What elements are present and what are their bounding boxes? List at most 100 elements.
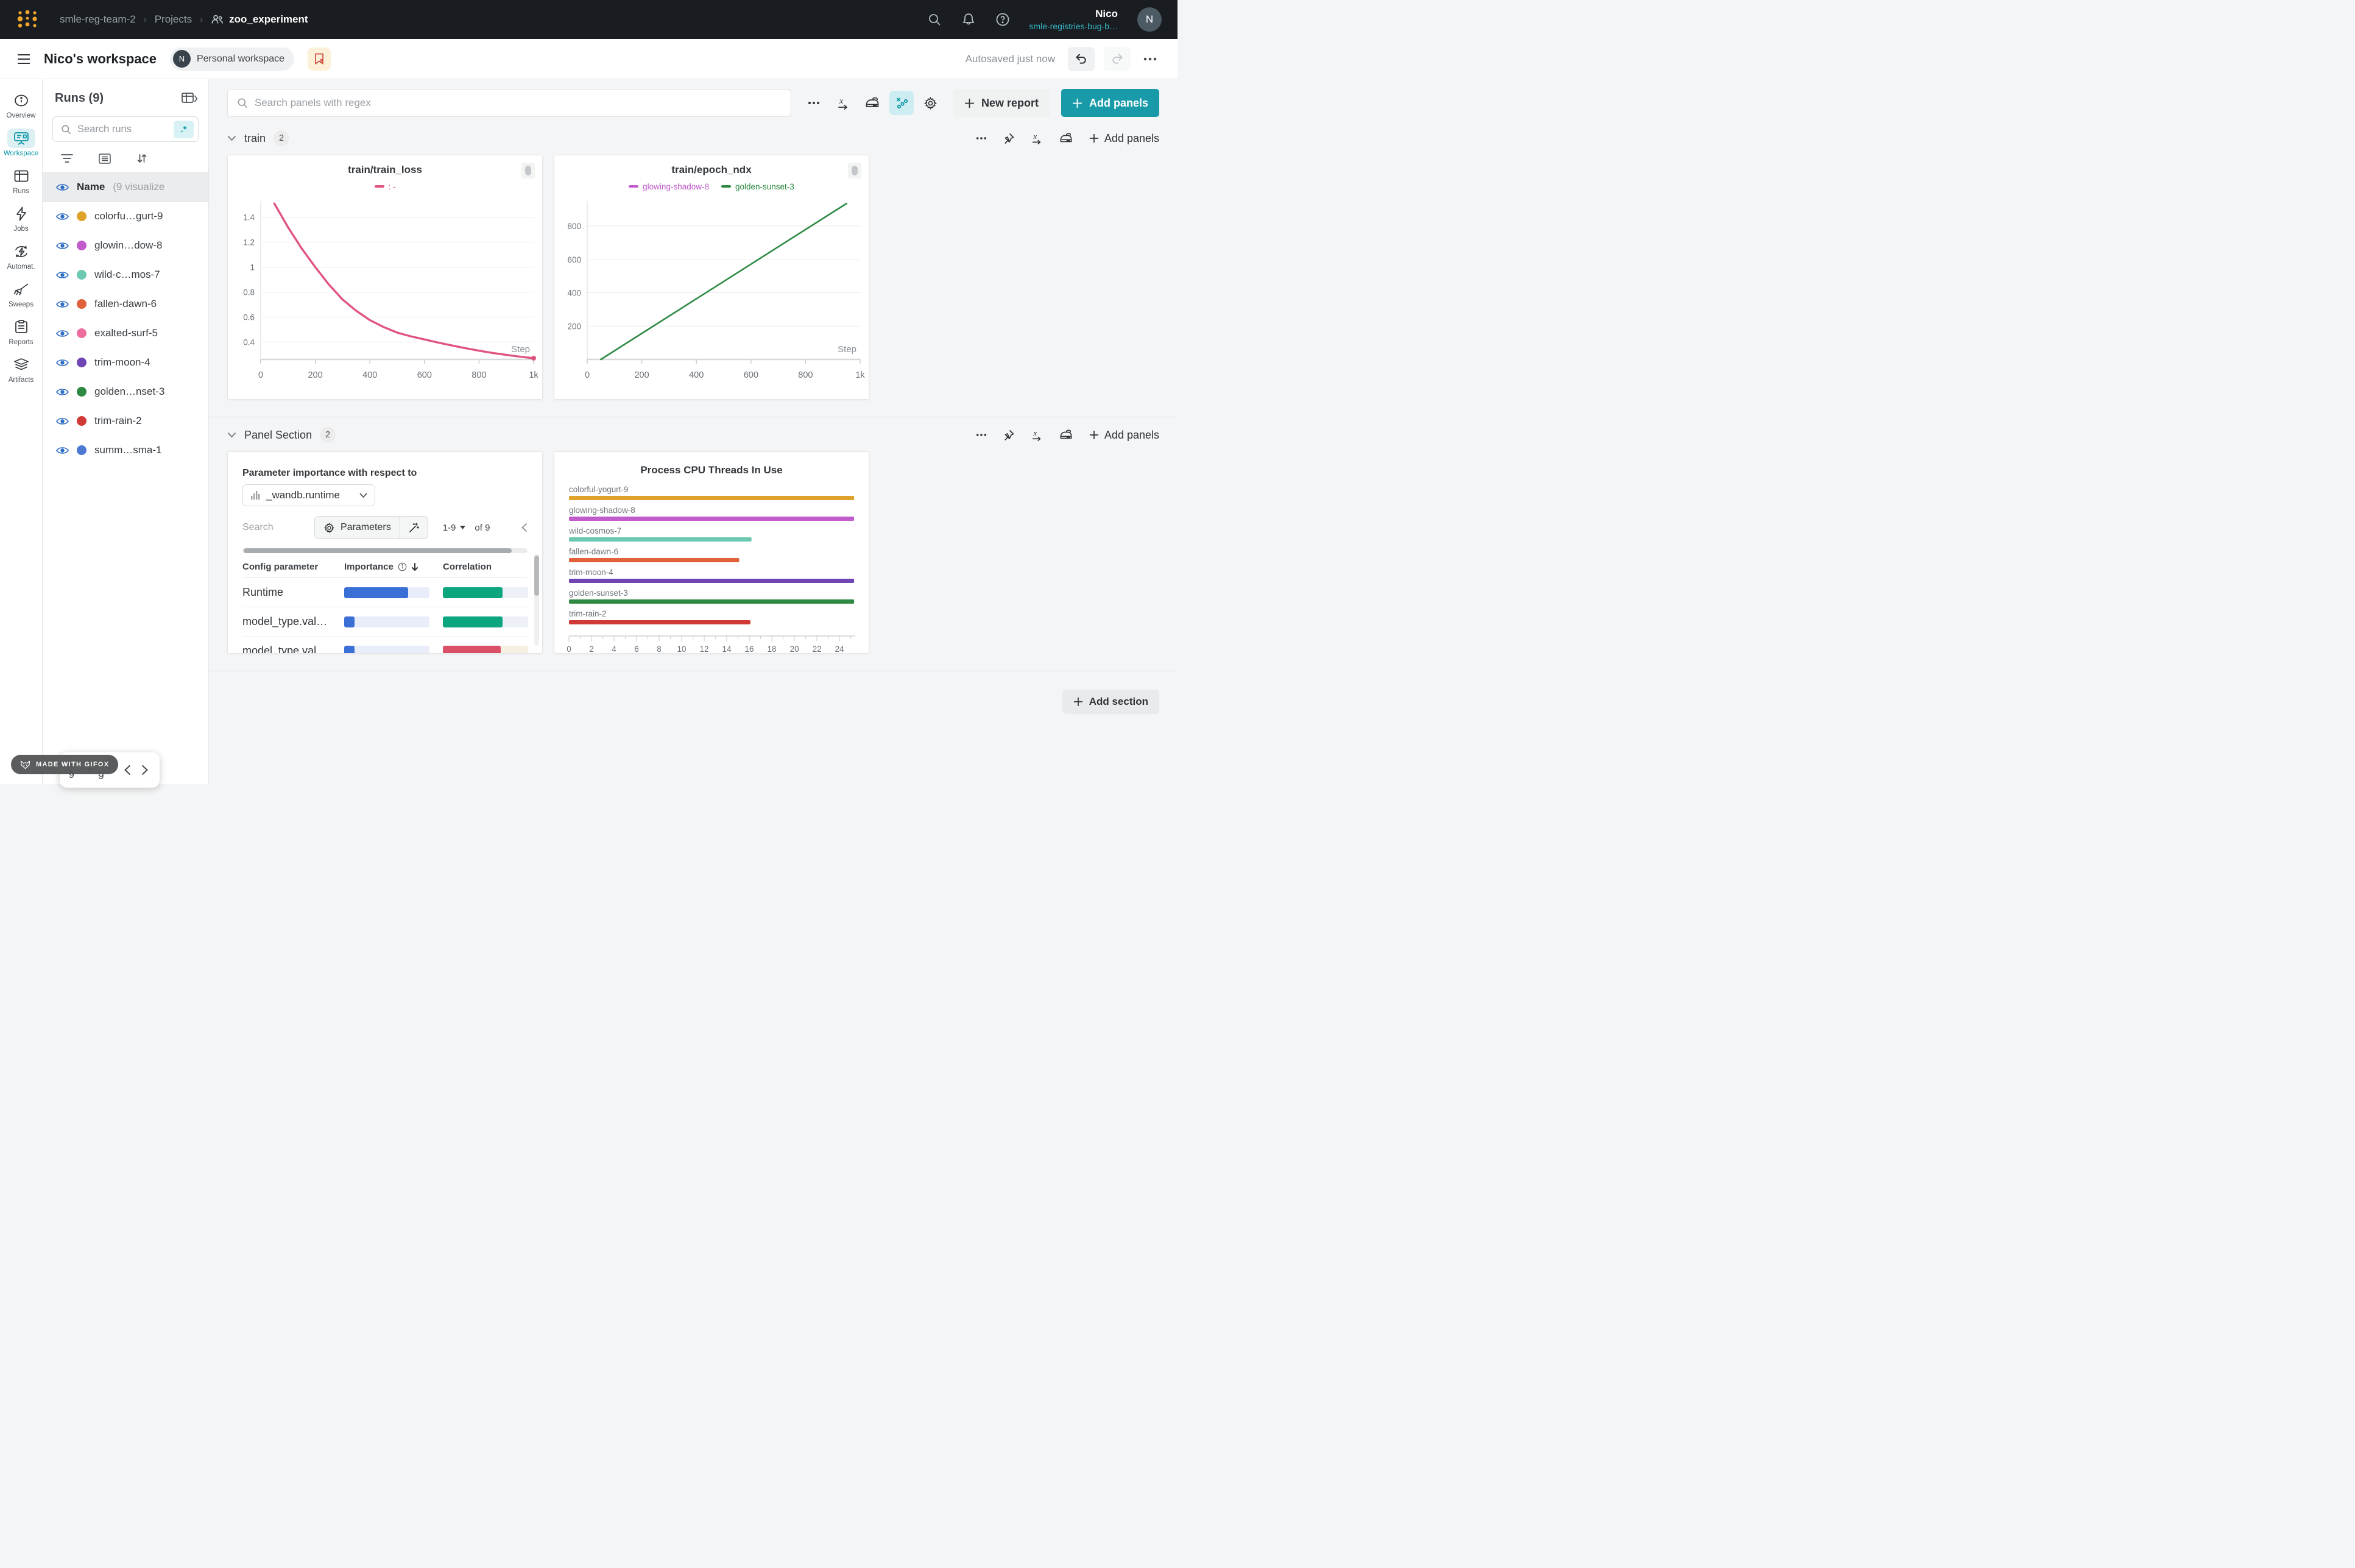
clear-saved-view-icon[interactable] <box>308 48 331 71</box>
sort-icon[interactable] <box>136 153 174 164</box>
run-list-item[interactable]: trim-rain-2 <box>43 406 208 436</box>
outliers-sampling-icon[interactable] <box>889 91 914 115</box>
legend-item[interactable]: : - <box>375 182 396 191</box>
sidebar-item-runs[interactable]: Runs <box>0 162 42 200</box>
section-more-icon[interactable] <box>976 433 987 437</box>
panel-epoch-ndx[interactable]: train/epoch_ndx glowing-shadow-8golden-s… <box>554 155 869 400</box>
section-smoothing-icon[interactable] <box>1059 132 1073 144</box>
section-pin-icon[interactable] <box>1003 133 1014 144</box>
add-section-button[interactable]: Add section <box>1062 690 1159 714</box>
visibility-eye-icon[interactable] <box>56 329 69 338</box>
sidebar-item-workspace[interactable]: Workspace <box>0 124 42 162</box>
chevron-down-icon[interactable] <box>227 432 236 438</box>
run-list-item[interactable]: fallen-dawn-6 <box>43 289 208 319</box>
notifications-bell-icon[interactable] <box>961 12 976 27</box>
prev-page-icon[interactable] <box>122 765 133 775</box>
panel-parameter-importance[interactable]: Parameter importance with respect to _wa… <box>227 451 543 654</box>
run-list-item[interactable]: trim-moon-4 <box>43 348 208 377</box>
sidebar-item-automat[interactable]: Automat. <box>0 238 42 275</box>
toolbar-more-icon[interactable] <box>802 91 826 115</box>
section-add-panels-button[interactable]: Add panels <box>1089 132 1159 145</box>
section-title[interactable]: train <box>244 132 266 145</box>
vertical-scrollbar-thumb[interactable] <box>534 556 539 596</box>
expand-runs-table-button[interactable] <box>182 92 197 105</box>
importance-table-row[interactable]: model_type.val… <box>242 607 528 637</box>
undo-button[interactable] <box>1068 47 1095 71</box>
col-correlation[interactable]: Correlation <box>443 562 528 572</box>
collapse-chevron-icon[interactable] <box>521 523 528 532</box>
x-axis-settings-icon[interactable]: x <box>831 91 855 115</box>
visibility-eye-icon[interactable] <box>56 270 69 280</box>
run-list-item[interactable]: exalted-surf-5 <box>43 319 208 348</box>
section-title[interactable]: Panel Section <box>244 429 312 442</box>
visibility-eye-icon[interactable] <box>56 241 69 250</box>
help-icon[interactable] <box>995 12 1010 27</box>
visibility-eye-icon[interactable] <box>56 183 69 192</box>
run-list-item[interactable]: glowin…dow-8 <box>43 231 208 260</box>
filter-icon[interactable] <box>61 154 99 163</box>
search-icon[interactable] <box>927 12 942 27</box>
sidebar-item-label: Jobs <box>13 225 28 233</box>
user-menu[interactable]: Nico smle-registries-bug-b… <box>1029 7 1118 32</box>
add-panels-button[interactable]: Add panels <box>1061 89 1159 117</box>
run-list-item[interactable]: colorfu…gurt-9 <box>43 202 208 231</box>
run-list-item[interactable]: wild-c…mos-7 <box>43 260 208 289</box>
horizontal-scrollbar-thumb[interactable] <box>244 548 512 553</box>
wandb-logo-icon[interactable] <box>16 9 39 30</box>
visibility-eye-icon[interactable] <box>56 212 69 221</box>
sidebar-item-overview[interactable]: Overview <box>0 87 42 124</box>
panel-search-input[interactable] <box>255 97 782 109</box>
workspace-more-icon[interactable] <box>1140 57 1160 61</box>
importance-metric-dropdown[interactable]: _wandb.runtime <box>242 484 375 506</box>
section-add-panels-button[interactable]: Add panels <box>1089 429 1159 442</box>
smoothing-iron-icon[interactable] <box>860 91 884 115</box>
run-list-item[interactable]: summ…sma-1 <box>43 436 208 465</box>
parameters-button[interactable]: Parameters <box>315 517 400 539</box>
personal-workspace-badge[interactable]: N Personal workspace <box>170 48 294 71</box>
importance-table-row[interactable]: model_type.val… <box>242 637 528 654</box>
menu-hamburger-icon[interactable] <box>17 54 30 65</box>
info-icon[interactable] <box>398 562 407 571</box>
avatar[interactable]: N <box>1137 7 1162 32</box>
panel-cpu-threads[interactable]: Process CPU Threads In Use colorful-yogu… <box>554 451 869 654</box>
visibility-eye-icon[interactable] <box>56 300 69 309</box>
group-icon[interactable] <box>99 154 136 164</box>
regex-toggle-button[interactable]: .* <box>174 121 194 138</box>
magic-wand-icon[interactable] <box>400 517 428 539</box>
chevron-down-icon[interactable] <box>227 135 236 141</box>
sidebar-item-artifacts[interactable]: Artifacts <box>0 351 42 389</box>
section-more-icon[interactable] <box>976 136 987 140</box>
section-smoothing-icon[interactable] <box>1059 429 1073 441</box>
legend-item[interactable]: golden-sunset-3 <box>721 182 794 191</box>
drag-handle[interactable] <box>521 163 535 178</box>
sidebar-item-sweeps[interactable]: Sweeps <box>0 275 42 313</box>
runs-search-input[interactable] <box>77 124 168 135</box>
runs-list-header[interactable]: Name (9 visualize <box>43 172 208 202</box>
legend-item[interactable]: glowing-shadow-8 <box>629 182 709 191</box>
visibility-eye-icon[interactable] <box>56 387 69 397</box>
visibility-eye-icon[interactable] <box>56 446 69 455</box>
section-x-axis-icon[interactable]: x <box>1031 132 1043 144</box>
sidebar-item-reports[interactable]: Reports <box>0 313 42 351</box>
section-x-axis-icon[interactable]: x <box>1031 429 1043 441</box>
importance-pagination[interactable]: 1-9 of 9 <box>443 523 490 533</box>
panel-train-loss[interactable]: train/train_loss : - 0.40.60.811.21.4020… <box>227 155 543 400</box>
new-report-button[interactable]: New report <box>953 89 1050 117</box>
importance-table-row[interactable]: Runtime <box>242 578 528 607</box>
section-pin-icon[interactable] <box>1003 429 1014 441</box>
col-importance[interactable]: Importance <box>344 562 443 572</box>
sort-desc-arrow-icon[interactable] <box>411 563 418 571</box>
settings-gear-icon[interactable] <box>919 91 943 115</box>
visibility-eye-icon[interactable] <box>56 417 69 426</box>
visibility-eye-icon[interactable] <box>56 358 69 367</box>
sidebar-item-jobs[interactable]: Jobs <box>0 200 42 238</box>
importance-search-input[interactable]: Search <box>242 522 314 533</box>
col-config-parameter[interactable]: Config parameter <box>242 562 344 572</box>
breadcrumb-team[interactable]: smle-reg-team-2 <box>60 13 136 26</box>
breadcrumb-project[interactable]: zoo_experiment <box>211 13 308 26</box>
drag-handle[interactable] <box>848 163 861 178</box>
breadcrumb-projects[interactable]: Projects <box>155 13 192 26</box>
redo-button[interactable] <box>1104 47 1131 71</box>
run-list-item[interactable]: golden…nset-3 <box>43 377 208 406</box>
next-page-icon[interactable] <box>139 765 150 775</box>
